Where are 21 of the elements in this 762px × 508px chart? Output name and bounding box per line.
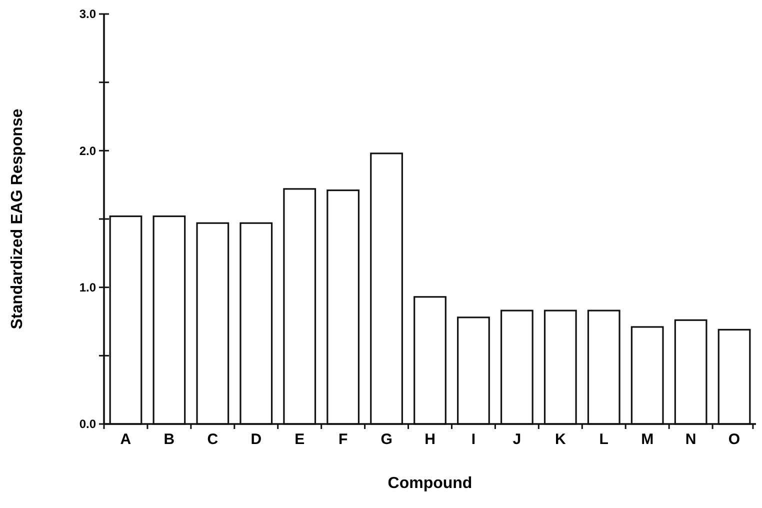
x-tick-label: D	[250, 431, 262, 448]
x-tick-label: B	[164, 431, 175, 448]
x-tick-label: H	[424, 431, 436, 448]
x-tick-label: G	[380, 431, 392, 448]
x-tick-label: F	[338, 431, 348, 448]
x-axis-title: Compound	[388, 475, 472, 492]
y-tick-label: 1.0	[79, 280, 96, 295]
x-tick-label: K	[554, 431, 566, 448]
x-tick-label: L	[599, 431, 608, 448]
x-tick-label: A	[120, 431, 132, 448]
x-tick-label: C	[207, 431, 218, 448]
x-tick-label: N	[685, 431, 696, 448]
y-tick-label: 0.0	[79, 417, 96, 432]
x-tick-label: M	[641, 431, 654, 448]
x-tick-label: E	[294, 431, 305, 448]
x-tick-label: J	[512, 431, 522, 448]
x-tick-label: I	[471, 431, 476, 448]
x-tick-label: O	[728, 431, 740, 448]
y-tick-label: 3.0	[79, 7, 96, 22]
y-tick-label: 2.0	[79, 144, 96, 158]
y-axis-title: Standardized EAG Response	[9, 108, 26, 330]
